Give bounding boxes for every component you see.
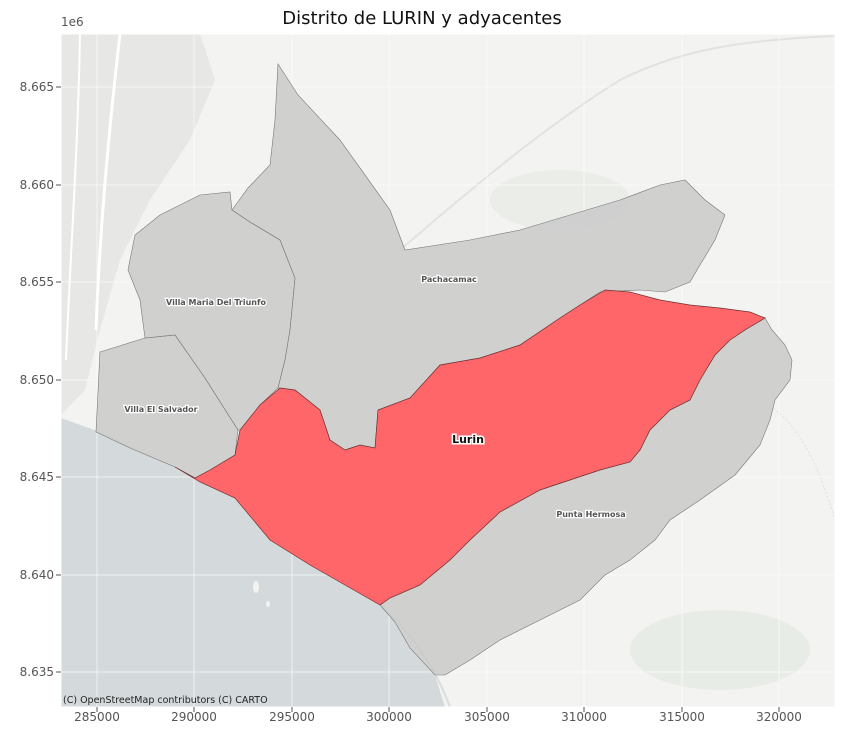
road-line <box>65 34 81 361</box>
x-tick-label: 290000 <box>171 710 217 724</box>
sea <box>61 418 445 707</box>
district-lurin-highlight <box>174 289 766 606</box>
basemap: Villa Maria Del Triunfo Villa El Salvado… <box>61 34 835 707</box>
x-tick-label: 295000 <box>269 710 315 724</box>
label-villa-el-salvador: Villa El Salvador <box>124 405 197 414</box>
y-tick-label: 8.650 <box>19 373 54 387</box>
y-tick-label: 8.635 <box>19 665 54 679</box>
label-punta-hermosa: Punta Hermosa <box>556 510 625 519</box>
x-tick-label: 320000 <box>756 710 802 724</box>
x-tick-label: 300000 <box>366 710 412 724</box>
y-tick-label: 8.655 <box>19 275 54 289</box>
axis-ticks <box>56 86 780 712</box>
boundary-line <box>759 399 835 521</box>
island <box>266 601 270 607</box>
vegetation-patch <box>630 610 810 690</box>
y-axis-multiplier: 1e6 <box>61 15 84 29</box>
x-tick-label: 285000 <box>74 710 120 724</box>
y-tick-label: 8.645 <box>19 470 54 484</box>
highway-line <box>94 34 122 331</box>
y-tick-label: 8.640 <box>19 568 54 582</box>
label-villa-maria-del-triunfo: Villa Maria Del Triunfo <box>166 298 266 307</box>
x-tick-label: 305000 <box>464 710 510 724</box>
x-tick-label: 310000 <box>561 710 607 724</box>
y-tick-label: 8.665 <box>19 80 54 94</box>
island <box>253 581 259 593</box>
y-tick-label: 8.660 <box>19 178 54 192</box>
urban-area <box>61 34 215 415</box>
label-pachacamac: Pachacamac <box>421 275 477 284</box>
label-lurin: Lurin <box>452 433 484 446</box>
axes-frame <box>60 33 836 708</box>
road-line <box>399 35 835 251</box>
map-attribution: (C) OpenStreetMap contributors (C) CARTO <box>63 695 268 706</box>
x-tick-label: 315000 <box>659 710 705 724</box>
map-title: Distrito de LURIN y adyacentes <box>282 8 562 29</box>
